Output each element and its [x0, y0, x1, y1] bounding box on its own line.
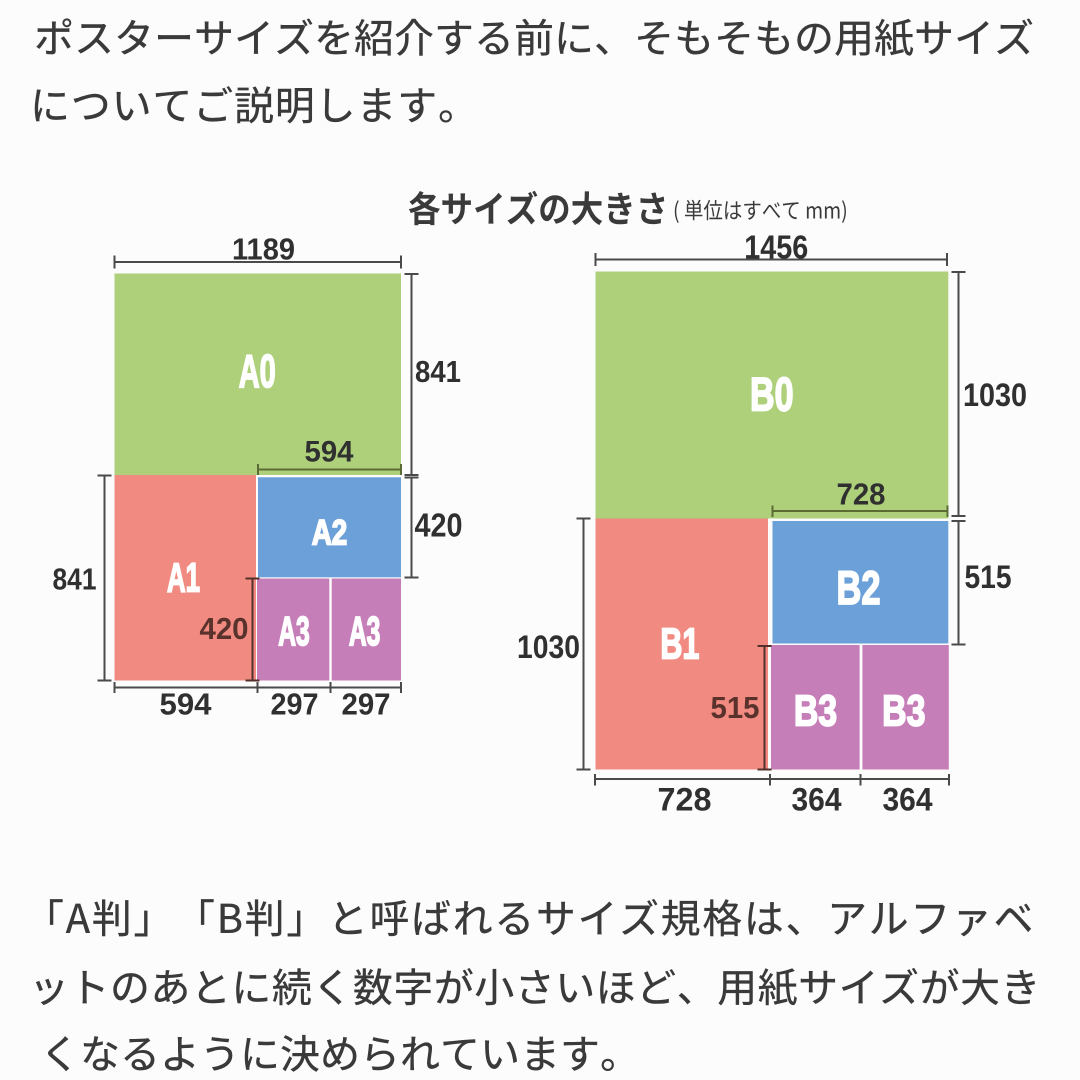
- svg-text:B0: B0: [750, 368, 794, 421]
- svg-text:A3: A3: [349, 608, 381, 654]
- svg-text:594: 594: [160, 687, 213, 722]
- svg-text:A0: A0: [239, 345, 276, 397]
- svg-text:B1: B1: [660, 621, 699, 669]
- svg-text:728: 728: [837, 477, 886, 512]
- svg-text:364: 364: [792, 782, 842, 818]
- svg-text:364: 364: [883, 782, 933, 818]
- svg-text:A2: A2: [312, 512, 348, 552]
- svg-text:A1: A1: [167, 554, 200, 600]
- svg-text:420: 420: [415, 507, 463, 544]
- svg-text:420: 420: [200, 611, 249, 646]
- svg-text:515: 515: [965, 559, 1012, 595]
- svg-text:841: 841: [53, 562, 97, 597]
- svg-text:297: 297: [271, 687, 319, 722]
- svg-text:515: 515: [711, 690, 760, 725]
- svg-text:728: 728: [658, 782, 712, 818]
- svg-text:B2: B2: [837, 562, 881, 615]
- svg-text:594: 594: [305, 436, 354, 469]
- svg-text:1456: 1456: [744, 229, 808, 266]
- svg-text:1189: 1189: [232, 232, 295, 267]
- svg-text:1030: 1030: [963, 377, 1027, 413]
- svg-text:B3: B3: [794, 687, 837, 736]
- svg-text:1030: 1030: [517, 629, 580, 665]
- svg-text:B3: B3: [882, 687, 925, 736]
- svg-text:841: 841: [415, 354, 461, 389]
- svg-text:297: 297: [342, 687, 391, 722]
- svg-text:A3: A3: [278, 608, 310, 654]
